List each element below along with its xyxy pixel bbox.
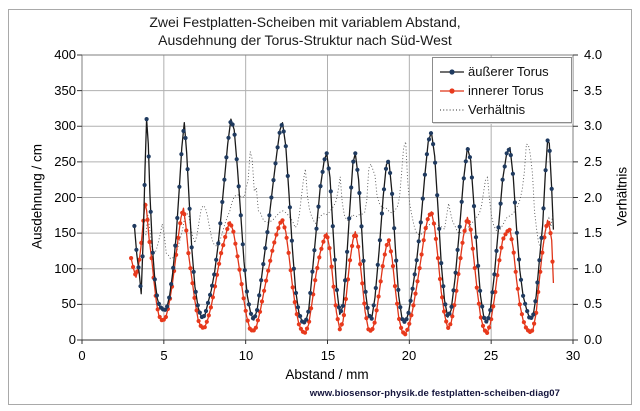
y-left-tick-label: 400 [54,47,76,62]
x-tick-label: 10 [238,348,254,363]
legend-sample-line-icon [440,108,464,111]
y-right-axis-title: Verhältnis [614,166,630,227]
y-right-tick-label: 0.0 [584,332,603,347]
y-left-tick-label: 0 [68,332,76,347]
y-left-tick-label: 200 [54,190,76,205]
y-right-tick-label: 0.5 [584,296,603,311]
y-left-tick-label: 50 [61,296,76,311]
y-right-tick-label: 3.5 [584,83,603,98]
legend-item-ratio: Verhältnis [439,100,567,119]
x-tick-label: 30 [565,348,581,363]
y-right-tick-label: 1.5 [584,225,603,240]
y-left-tick-label: 150 [54,225,76,240]
legend-item-label: innerer Torus [468,83,544,98]
x-tick-label: 5 [160,348,168,363]
x-tick-label: 20 [401,348,417,363]
legend-item-outer-torus: äußerer Torus [439,62,567,81]
legend-item-label: Verhältnis [468,102,526,117]
y-left-tick-label: 350 [54,83,76,98]
legend-sample-line-icon [440,68,464,75]
chart-title: Zwei Festplatten-Scheiben mit variablem … [60,13,550,50]
chart-legend: äußerer Torus innerer Torus Verhältnis [432,57,572,123]
x-axis-title: Abstand / mm [285,367,369,382]
y-left-axis-title: Ausdehnung / cm [29,143,45,250]
y-left-tick-label: 100 [54,261,76,276]
y-right-tick-label: 4.0 [584,47,603,62]
chart-title-line-1: Zwei Festplatten-Scheiben mit variablem … [149,14,461,30]
legend-item-inner-torus: innerer Torus [439,81,567,100]
x-tick-label: 25 [483,348,499,363]
y-left-tick-label: 300 [54,118,76,133]
footer-credit: www.biosensor-physik.de festplatten-sche… [309,388,560,399]
x-tick-label: 15 [320,348,336,363]
y-right-tick-label: 1.0 [584,261,603,276]
chart-title-line-2: Ausdehnung der Torus-Struktur nach Süd-W… [158,32,452,49]
y-right-tick-label: 3.0 [584,118,603,133]
y-left-tick-label: 250 [54,154,76,169]
legend-sample-line-icon [440,87,464,94]
x-tick-label: 0 [78,348,86,363]
y-right-tick-label: 2.0 [584,190,603,205]
legend-item-label: äußerer Torus [468,64,549,79]
y-right-tick-label: 2.5 [584,154,603,169]
